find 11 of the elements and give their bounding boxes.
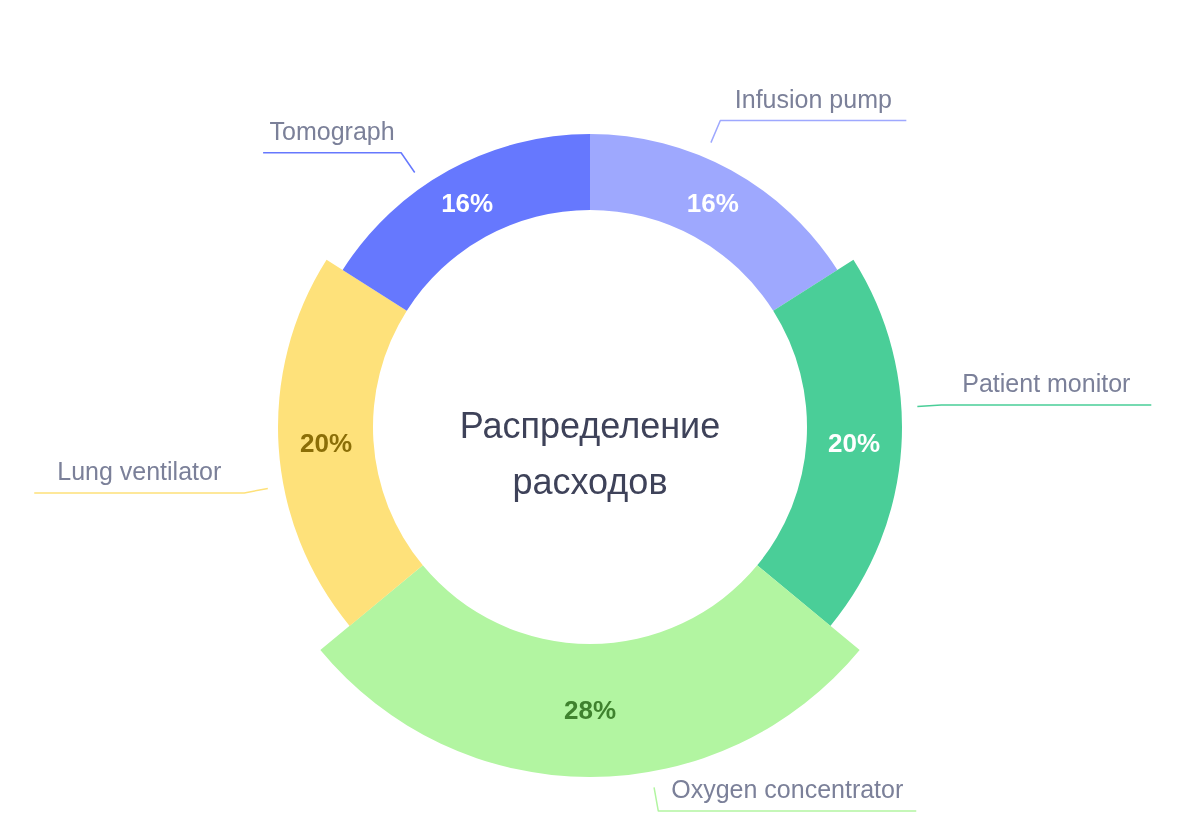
slice-label: Oxygen concentrator <box>671 774 904 803</box>
text: Распределение расходов <box>459 405 721 502</box>
data-label: 16% <box>686 187 739 218</box>
data-label: 28% <box>563 694 617 725</box>
data-label: 20% <box>300 427 353 458</box>
slice-label: Tomograph <box>269 116 395 145</box>
slice-label: Lung ventilator <box>57 456 222 485</box>
slice-label: Patient monitor <box>962 368 1131 397</box>
data-label: 20% <box>827 427 880 458</box>
data-label: 16% <box>441 187 494 218</box>
slice-label: Infusion pump <box>734 84 892 113</box>
